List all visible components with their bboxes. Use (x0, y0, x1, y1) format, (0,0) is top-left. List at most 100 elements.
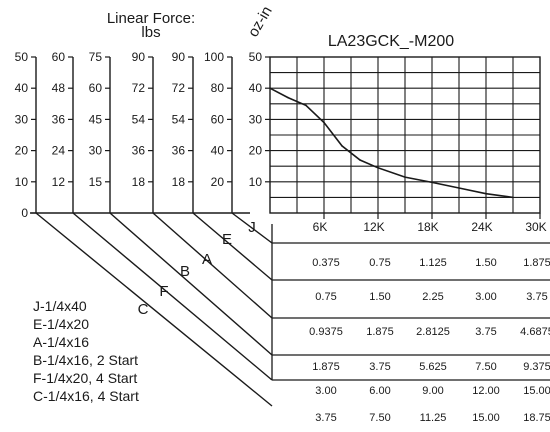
table-cell: 3.75 (526, 291, 547, 303)
torque-unit-label: oz-in (245, 3, 276, 40)
leadscrew-letter: E (222, 231, 232, 248)
table-cell: 0.375 (312, 257, 340, 269)
force-tick-label: 100 (204, 50, 224, 64)
curve-point (341, 145, 343, 147)
table-cell: 0.75 (369, 257, 390, 269)
table-cell: 7.50 (369, 412, 390, 424)
curve-point (404, 176, 406, 178)
table-cell: 1.875 (312, 361, 340, 373)
force-axis-title-line2: lbs (141, 24, 160, 41)
torque-tick-label: 20 (249, 144, 263, 158)
force-tick-label: 60 (211, 112, 225, 126)
curve-point (269, 87, 271, 89)
curve-point (359, 159, 361, 161)
table-cell: 0.75 (315, 291, 336, 303)
force-tick-label: 0 (21, 206, 28, 220)
force-tick-label: 50 (15, 50, 29, 64)
grid-lines (270, 57, 540, 213)
force-tick-label: 45 (89, 112, 103, 126)
curve-point (458, 187, 460, 189)
table-cell: 15.00 (472, 412, 500, 424)
force-tick-label: 72 (172, 81, 186, 95)
force-tick-label: 75 (89, 50, 103, 64)
table-cell: 1.50 (369, 291, 390, 303)
chart-title: LA23GCK_-M200 (328, 33, 454, 50)
force-tick-label: 90 (172, 50, 186, 64)
table-cell: 0.9375 (309, 326, 343, 338)
force-tick-label: 36 (172, 144, 186, 158)
leadscrew-letter: B (180, 263, 190, 280)
table-cell: 1.875 (523, 257, 550, 269)
curve-point (305, 104, 307, 107)
table-cell: 2.8125 (416, 326, 450, 338)
table-cell: 12.00 (472, 385, 500, 397)
x-tick-label: 18K (417, 220, 438, 234)
table-cell: 1.125 (419, 257, 447, 269)
force-tick-label: 54 (132, 112, 146, 126)
table-cell: 11.25 (420, 412, 447, 424)
table-cell: 2.25 (422, 291, 443, 303)
legend-entry: A-1/4x16 (33, 334, 89, 350)
table-cell: 1.50 (475, 257, 496, 269)
curve-point (377, 166, 379, 169)
force-tick-label: 48 (52, 81, 66, 95)
legend-entry: B-1/4x16, 2 Start (33, 352, 138, 368)
force-tick-label: 90 (132, 50, 146, 64)
force-tick-label: 60 (89, 81, 103, 95)
table-cell: 3.00 (315, 385, 336, 397)
legend-entry: C-1/4x16, 4 Start (33, 388, 139, 404)
force-tick-label: 30 (89, 144, 103, 158)
leadscrew-diagonal-line (109, 212, 273, 356)
leadscrew-diagonal-line (192, 212, 273, 281)
leadscrew-diagonal-line (72, 212, 273, 381)
force-tick-label: 10 (15, 175, 29, 189)
curve-point (512, 196, 514, 199)
leadscrew-letter: C (138, 301, 149, 318)
torque-tick-label: 40 (249, 81, 263, 95)
x-tick-label: 30K (525, 220, 546, 234)
legend-entry: E-1/4x20 (33, 316, 89, 332)
torque-tick-label: 30 (249, 112, 263, 126)
legend: J-1/4x40 E-1/4x20 A-1/4x16 B-1/4x16, 2 Star… (33, 298, 139, 404)
table-cell: 7.50 (475, 361, 496, 373)
table-cell: 3.00 (475, 291, 496, 303)
force-tick-label: 40 (15, 81, 29, 95)
table-cell: 6.00 (369, 385, 390, 397)
force-tick-label: 20 (15, 144, 29, 158)
table-cell: 5.625 (419, 361, 447, 373)
leadscrew-letter: F (159, 283, 168, 300)
table-cell: 15.00 (523, 385, 550, 397)
torque-tick-label: 10 (249, 175, 263, 189)
table-cell: 3.75 (315, 412, 336, 424)
leadscrew-diagonal-line (231, 212, 273, 244)
axis-scales: 6K 12K 18K 24K 30K 10 20 30 40 50 0 10 20 30 40 50 12 24 3… (15, 50, 547, 234)
curve-point (431, 181, 433, 184)
torque-curve (269, 87, 514, 199)
force-tick-label: 54 (172, 112, 186, 126)
force-tick-label: 12 (52, 175, 66, 189)
table-cell: 1.875 (366, 326, 394, 338)
x-tick-label: 12K (363, 220, 384, 234)
table-cell: 9.00 (422, 385, 443, 397)
speed-table: 0.375 0.75 1.125 1.50 1.875 0.75 1.50 2.25 3.00 3… (271, 224, 550, 424)
x-tick-label: 6K (313, 220, 328, 234)
leadscrew-diagonal-line (152, 212, 273, 319)
table-cell: 4.6875 (520, 326, 550, 338)
force-tick-label: 15 (89, 175, 103, 189)
force-tick-label: 72 (132, 81, 146, 95)
force-tick-label: 36 (132, 144, 146, 158)
leadscrew-diagonal-line (35, 212, 273, 407)
curve-point (323, 121, 325, 124)
torque-tick-label: 50 (249, 50, 263, 64)
legend-entry: F-1/4x20, 4 Start (33, 370, 137, 386)
force-tick-label: 30 (15, 112, 29, 126)
table-cell: 3.75 (369, 361, 390, 373)
x-tick-label: 24K (471, 220, 492, 234)
force-axis-title-line1: Linear Force: (107, 10, 195, 27)
table-cell: 9.375 (523, 361, 550, 373)
force-tick-label: 20 (211, 175, 225, 189)
curve-point (485, 192, 487, 195)
torque-curve-layer (269, 87, 514, 199)
curve-point (287, 96, 289, 99)
